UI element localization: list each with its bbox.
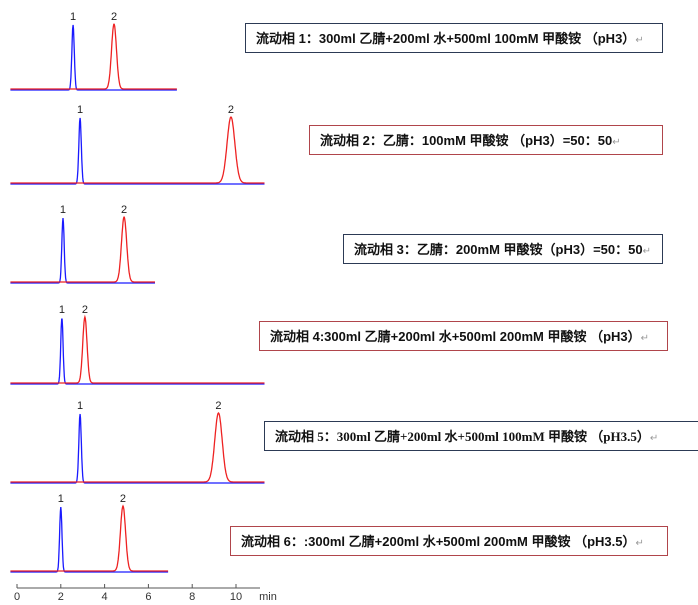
trace-peak-2 [10,116,265,184]
x-tick-label: 2 [58,591,64,603]
x-axis-label: min [259,591,277,603]
caption-text: 流动相 1：300ml 乙腈+200ml 水+500ml 100mM 甲酸铵 （… [256,31,636,46]
peak-label: 1 [77,400,83,412]
return-mark: ↵ [642,246,651,257]
trace-peak-1 [10,24,177,91]
peak-label: 1 [70,11,76,23]
caption-text: 流动相 2：乙腈：100mM 甲酸铵 （pH3）=50：50 [320,133,613,148]
x-tick-label: 0 [14,591,20,603]
caption-text: 流动相 3：乙腈：200mM 甲酸铵（pH3）=50：50 [354,242,643,257]
trace-peak-2 [10,504,169,572]
return-mark: ↵ [612,137,621,148]
caption-box-2: 流动相 2：乙腈：100mM 甲酸铵 （pH3）=50：50↵ [309,125,663,155]
caption-box-5: 流动相 5：300ml 乙腈+200ml 水+500ml 100mM 甲酸铵 （… [264,421,698,451]
peak-label: 2 [82,304,88,316]
peak-label: 2 [215,400,221,412]
trace-peak-1 [10,413,265,484]
x-tick-label: 8 [189,591,195,603]
return-mark: ↵ [640,333,650,344]
caption-box-6: 流动相 6：:300ml 乙腈+200ml 水+500ml 200mM 甲酸铵 … [230,526,668,556]
peak-label: 2 [228,104,234,116]
caption-box-4: 流动相 4:300ml 乙腈+200ml 水+500ml 200mM 甲酸铵 （… [259,321,668,351]
caption-box-3: 流动相 3：乙腈：200mM 甲酸铵（pH3）=50：50↵ [343,234,663,264]
caption-text: 流动相 6：:300ml 乙腈+200ml 水+500ml 200mM 甲酸铵 … [241,534,636,549]
peak-label: 2 [121,204,127,216]
trace-peak-2 [10,216,155,283]
trace-peak-1 [10,217,155,284]
return-mark: ↵ [635,35,644,46]
peak-label: 2 [120,493,126,505]
x-tick-label: 6 [145,591,151,603]
trace-peak-2 [10,23,177,90]
trace-peak-1 [10,506,169,573]
return-mark: ↵ [649,433,659,444]
trace-peak-2 [10,412,265,483]
caption-box-1: 流动相 1：300ml 乙腈+200ml 水+500ml 100mM 甲酸铵 （… [245,23,663,53]
peak-label: 1 [77,104,83,116]
peak-label: 1 [59,304,65,316]
trace-peak-1 [10,318,265,385]
trace-peak-2 [10,314,265,384]
peak-label: 1 [58,493,64,505]
trace-peak-1 [10,117,265,185]
peak-label: 1 [60,204,66,216]
peak-label: 2 [111,11,117,23]
return-mark: ↵ [635,538,644,549]
caption-text: 流动相 5：300ml 乙腈+200ml 水+500ml 100mM 甲酸铵 （… [275,429,650,444]
x-tick-label: 10 [230,591,242,603]
caption-text: 流动相 4:300ml 乙腈+200ml 水+500ml 200mM 甲酸铵 （… [270,329,641,344]
x-tick-label: 4 [102,591,108,603]
